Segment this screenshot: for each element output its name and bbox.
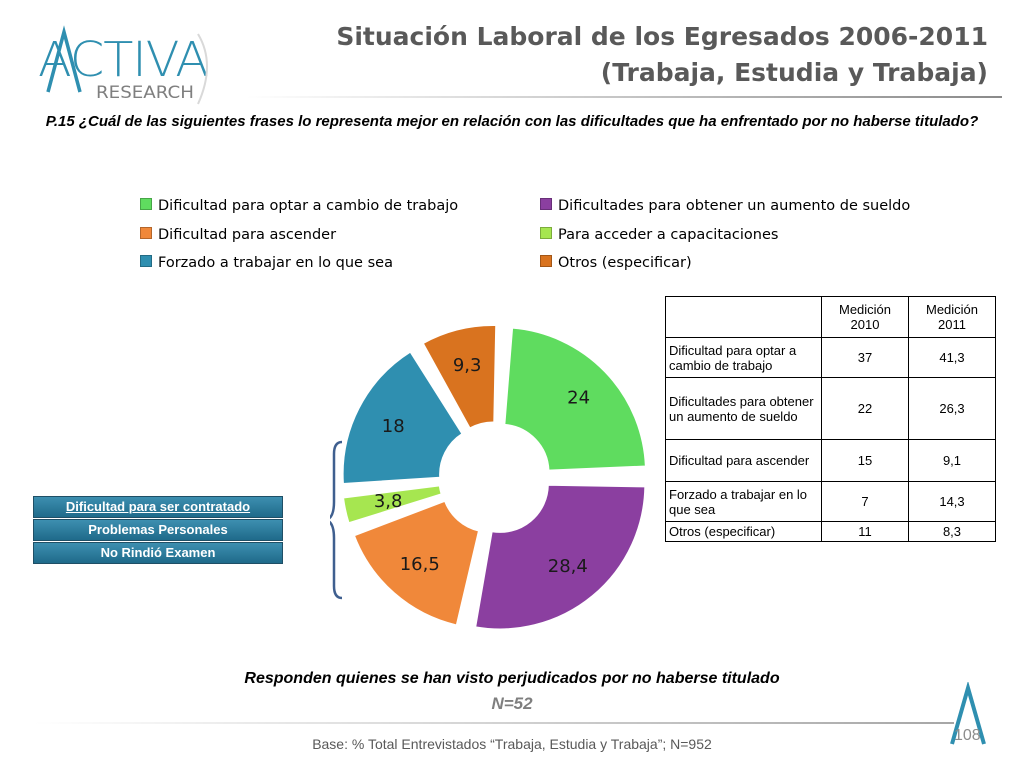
table-cell-2011: 9,1 xyxy=(908,439,996,482)
legend-item-ascender: Dificultad para ascender xyxy=(140,227,336,243)
table-cell-2010: 37 xyxy=(821,337,909,378)
page-title-line1: Situación Laboral de los Egresados 2006-… xyxy=(336,22,988,51)
side-item-contratado: Dificultad para ser contratado xyxy=(33,496,283,518)
chart-slice xyxy=(474,484,646,630)
grouped-reasons-box: Dificultad para ser contratado Problemas… xyxy=(33,496,283,565)
table-header-cell: Medición 2010 xyxy=(821,296,909,338)
table-row: Dificultades para obtener un aumento de … xyxy=(665,377,996,440)
table-cell-2011: 26,3 xyxy=(908,377,996,440)
table-cell-2010: 15 xyxy=(821,439,909,482)
footer-rule xyxy=(34,722,954,724)
legend-swatch xyxy=(540,255,552,267)
side-item-problemas: Problemas Personales xyxy=(33,519,283,541)
table-row-label: Forzado a trabajar en lo que sea xyxy=(665,481,822,522)
table-row: Forzado a trabajar en lo que sea 7 14,3 xyxy=(665,481,996,522)
doughnut-chart: 24 28,4 16,5 3,8 18 9,3 xyxy=(330,324,647,630)
chart-slice xyxy=(342,484,443,524)
slice-value-label: 3,8 xyxy=(374,491,403,512)
legend-swatch xyxy=(140,198,152,210)
slice-value-label: 9,3 xyxy=(453,355,482,376)
table-row: Otros (especificar) 11 8,3 xyxy=(665,521,996,542)
activa-logo-small xyxy=(950,682,986,745)
chart-slice xyxy=(503,327,647,472)
legend-item-cambio-trabajo: Dificultad para optar a cambio de trabaj… xyxy=(140,198,458,214)
chart-slice xyxy=(353,500,480,627)
table-cell-2010: 7 xyxy=(821,481,909,522)
page-title-line2: (Trabaja, Estudia y Trabaja) xyxy=(600,58,988,87)
grouping-bracket xyxy=(330,440,343,600)
legend-label: Dificultad para optar a cambio de trabaj… xyxy=(158,198,459,214)
legend-label: Dificultades para obtener un aumento de … xyxy=(558,198,911,214)
table-row-label: Dificultad para optar a cambio de trabaj… xyxy=(665,337,822,378)
legend-item-capacitaciones: Para acceder a capacitaciones xyxy=(540,227,778,243)
table-header-cell xyxy=(665,296,822,338)
legend-label: Para acceder a capacitaciones xyxy=(558,227,779,243)
table-row-label: Dificultades para obtener un aumento de … xyxy=(665,377,822,440)
base-note: Base: % Total Entrevistados “Trabaja, Es… xyxy=(312,736,712,752)
slice-value-label: 28,4 xyxy=(548,556,588,577)
legend-label: Forzado a trabajar en lo que sea xyxy=(158,255,393,271)
chart-slice xyxy=(342,350,464,485)
title-underline xyxy=(246,96,1002,98)
table-row-label: Dificultad para ascender xyxy=(665,439,822,482)
slice-value-label: 18 xyxy=(382,416,405,437)
page-number: 108 xyxy=(954,727,981,744)
comparison-table: Medición 2010 Medición 2011 Dificultad p… xyxy=(665,296,996,542)
sample-size: N=52 xyxy=(491,694,533,713)
table-row-label: Otros (especificar) xyxy=(665,521,822,542)
legend-label: Dificultad para ascender xyxy=(158,227,337,243)
table-header-cell: Medición 2011 xyxy=(908,296,996,338)
legend-swatch xyxy=(540,198,552,210)
table-cell-2011: 8,3 xyxy=(908,521,996,542)
table-header-row: Medición 2010 Medición 2011 xyxy=(665,296,996,338)
table-row: Dificultad para ascender 15 9,1 xyxy=(665,439,996,482)
table-cell-2010: 22 xyxy=(821,377,909,440)
table-cell-2011: 14,3 xyxy=(908,481,996,522)
table-row: Dificultad para optar a cambio de trabaj… xyxy=(665,337,996,378)
table-cell-2010: 11 xyxy=(821,521,909,542)
chart-slice xyxy=(421,324,497,430)
survey-question: P.15 ¿Cuál de las siguientes frases lo r… xyxy=(45,113,979,130)
legend-item-forzado: Forzado a trabajar en lo que sea xyxy=(140,255,393,271)
legend-label: Otros (especificar) xyxy=(558,255,692,271)
table-cell-2011: 41,3 xyxy=(908,337,996,378)
slice-value-label: 16,5 xyxy=(400,554,440,575)
legend-swatch xyxy=(540,227,552,239)
logo-main-text: ACTIVA xyxy=(38,32,208,88)
respondent-note: Responden quienes se han visto perjudica… xyxy=(244,670,780,687)
logo-sub-text: RESEARCH xyxy=(96,83,194,103)
chart-slices xyxy=(342,324,647,630)
legend-item-otros: Otros (especificar) xyxy=(540,255,692,271)
activa-logo: ACTIVA RESEARCH xyxy=(38,25,209,105)
chart-slice-labels: 24 28,4 16,5 3,8 18 9,3 xyxy=(374,355,590,577)
legend-item-aumento-sueldo: Dificultades para obtener un aumento de … xyxy=(540,198,910,214)
legend-swatch xyxy=(140,255,152,267)
chart-legend: Dificultad para optar a cambio de trabaj… xyxy=(140,198,940,278)
legend-swatch xyxy=(140,227,152,239)
slice-value-label: 24 xyxy=(567,387,590,408)
side-item-examen: No Rindió Examen xyxy=(33,542,283,564)
